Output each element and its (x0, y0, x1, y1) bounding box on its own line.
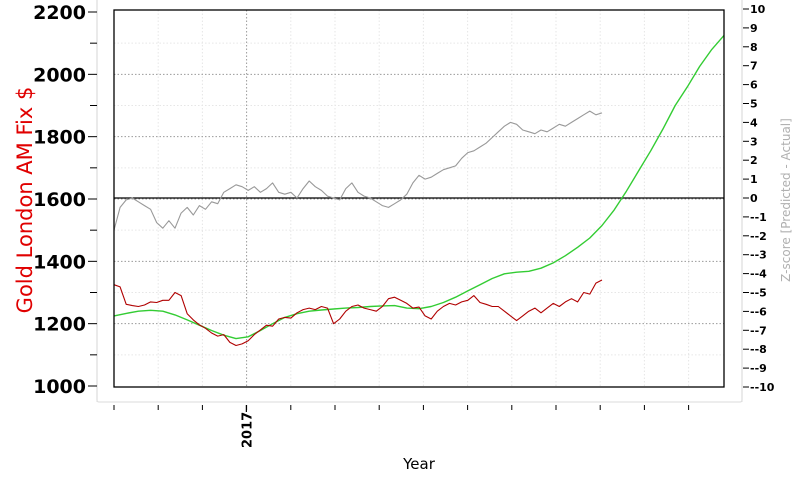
z-tick-label: 9 (750, 22, 758, 35)
y-tick-label: 1000 (33, 376, 86, 398)
z-tick-label: --2 (750, 230, 767, 243)
z-tick-label: 2 (750, 154, 758, 167)
z-tick-label: --3 (750, 249, 767, 262)
y-tick-label: 1800 (33, 127, 86, 149)
z-tick-label: --6 (750, 305, 767, 318)
plot-area (113, 9, 725, 388)
series-group (113, 34, 725, 347)
y2-axis-label: Z-score [Predicted - Actual] (779, 118, 793, 282)
z-tick-label: 10 (750, 3, 766, 16)
y-axis-label: Gold London AM Fix $ (13, 87, 37, 314)
gridlines (114, 10, 724, 387)
chart-panel (96, 0, 743, 403)
z-tick-label: 6 (750, 79, 758, 92)
y-tick-label: 1600 (33, 189, 86, 211)
z-tick-label: --4 (750, 268, 767, 281)
z-tick-label: --10 (750, 381, 775, 394)
series-line-gold-price (113, 279, 603, 347)
x-axis: 2017 (113, 405, 690, 448)
z-tick-label: --8 (750, 343, 767, 356)
left-y-axis: 1000 1200 1400 1600 1800 2000 2200 (33, 2, 97, 398)
z-tick-label: --1 (750, 211, 767, 224)
z-tick-label: 3 (750, 135, 758, 148)
series-line-model-prediction (113, 34, 725, 340)
right-y-axis: 109876543210--1--2--3--4--5--6--7--8--9-… (743, 3, 775, 394)
z-tick-label: --7 (750, 324, 767, 337)
z-tick-label: --9 (750, 362, 767, 375)
z-tick-label: 0 (750, 192, 758, 205)
z-tick-label: 8 (750, 41, 758, 54)
z-tick-label: --5 (750, 287, 767, 300)
y-tick-label: 2000 (33, 64, 86, 86)
z-tick-label: 7 (750, 60, 758, 73)
z-tick-label: 5 (750, 98, 758, 111)
z-tick-label: 1 (750, 173, 758, 186)
y-tick-label: 2200 (33, 2, 86, 24)
x-tick-label: 2017 (240, 412, 255, 448)
y-tick-label: 1400 (33, 251, 86, 273)
series-line-z-score (113, 110, 603, 231)
y-tick-label: 1200 (33, 314, 86, 336)
x-axis-label: Year (402, 455, 436, 473)
z-tick-label: 4 (750, 116, 758, 129)
